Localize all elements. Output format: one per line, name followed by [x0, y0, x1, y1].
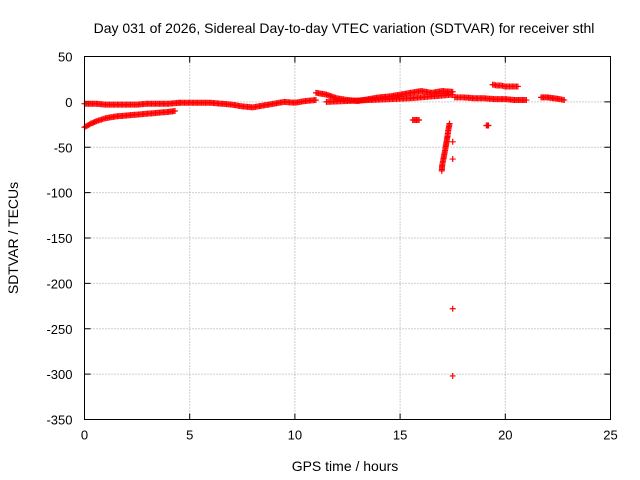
y-tick-label: -100: [46, 186, 72, 201]
chart-title: Day 031 of 2026, Sidereal Day-to-day VTE…: [94, 20, 595, 36]
data-point: [523, 97, 530, 104]
data-point: [438, 167, 445, 174]
y-axis-label: SDTVAR / TECUs: [5, 182, 21, 294]
x-tick-label: 20: [498, 428, 512, 443]
y-tick-label: -150: [46, 231, 72, 246]
x-tick-label: 25: [603, 428, 617, 443]
data-point: [312, 97, 319, 104]
data-point: [449, 372, 456, 379]
y-tick-label: -350: [46, 413, 72, 428]
y-tick-label: -250: [46, 322, 72, 337]
data-point: [514, 83, 521, 90]
grid-layer: [84, 56, 611, 420]
data-point: [449, 138, 456, 145]
data-point: [561, 97, 568, 104]
data-points: [81, 81, 568, 379]
x-tick-label: 10: [288, 428, 302, 443]
data-point: [485, 122, 492, 129]
x-tick-label: 5: [186, 428, 193, 443]
y-tick-label: -300: [46, 367, 72, 382]
x-tick-label: 15: [393, 428, 407, 443]
data-point: [171, 107, 178, 114]
y-tick-label: 50: [58, 50, 72, 65]
y-tick-label: -50: [54, 140, 73, 155]
tick-layer: 0 5 10 15 20 25 50 0 -50 -100 -150 -200 -250 -300 -350: [46, 50, 617, 443]
data-point: [449, 156, 456, 163]
y-tick-label: 0: [65, 95, 72, 110]
x-axis-label: GPS time / hours: [292, 458, 399, 474]
x-tick-label: 0: [81, 428, 88, 443]
y-tick-label: -200: [46, 276, 72, 291]
data-point: [449, 305, 456, 312]
plot-frame: [84, 56, 611, 420]
data-point: [416, 117, 423, 124]
